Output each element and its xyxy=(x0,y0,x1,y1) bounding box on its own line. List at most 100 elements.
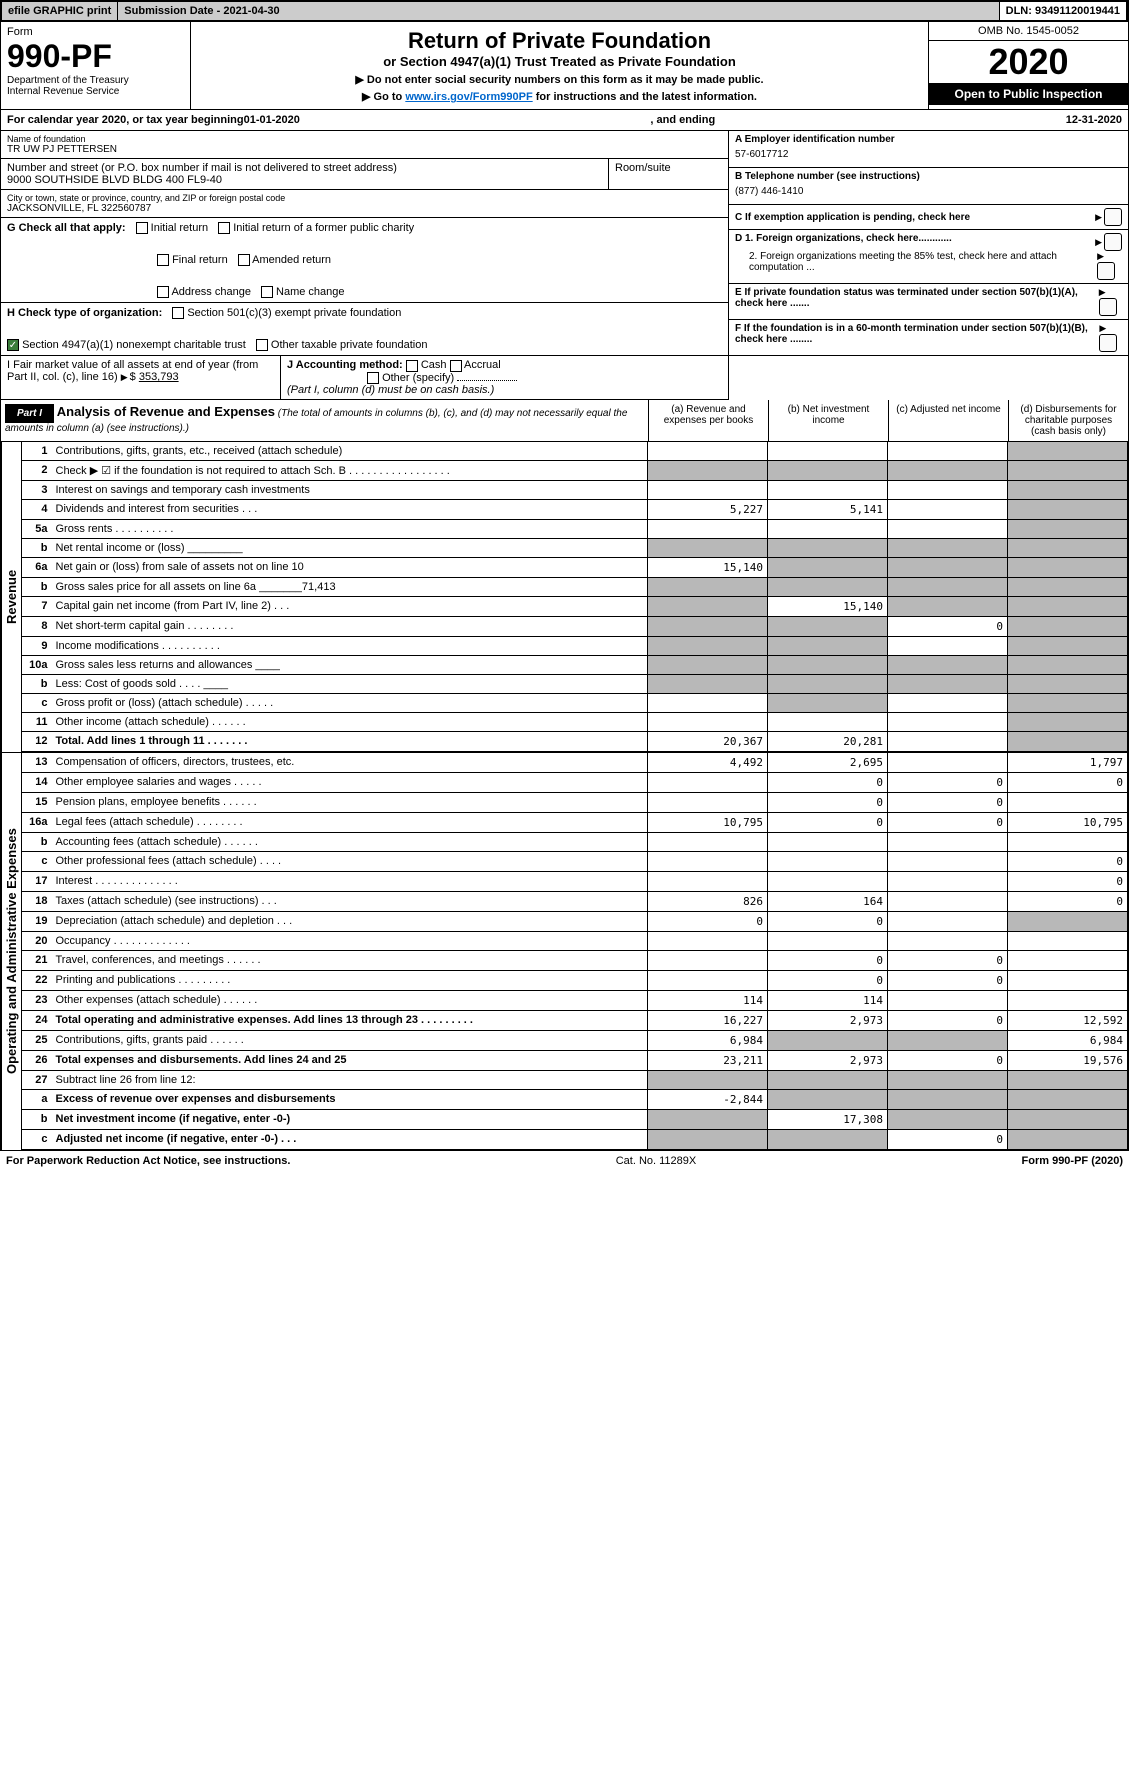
table-row: 10aGross sales less returns and allowanc… xyxy=(22,655,1128,674)
chk-initial-former[interactable] xyxy=(218,222,230,234)
ein: 57-6017712 xyxy=(735,145,1122,164)
part1-label: Part I xyxy=(5,404,54,423)
col-c-val xyxy=(888,636,1008,655)
col-b-val: 0 xyxy=(768,792,888,812)
col-c-val xyxy=(888,1070,1008,1089)
table-row: bNet investment income (if negative, ent… xyxy=(22,1109,1128,1129)
line-number: b xyxy=(22,674,52,693)
line-desc: Capital gain net income (from Part IV, l… xyxy=(52,596,648,616)
col-a-val xyxy=(648,712,768,731)
col-a-val xyxy=(648,1109,768,1129)
chk-4947[interactable] xyxy=(7,339,19,351)
col-b-val: 164 xyxy=(768,891,888,911)
irs-link[interactable]: www.irs.gov/Form990PF xyxy=(405,91,532,103)
col-d-val: 0 xyxy=(1008,871,1128,891)
col-c-val xyxy=(888,519,1008,538)
table-row: 15Pension plans, employee benefits . . .… xyxy=(22,792,1128,812)
chk-amended[interactable] xyxy=(238,254,250,266)
col-c-val xyxy=(888,712,1008,731)
chk-other-acct[interactable] xyxy=(367,372,379,384)
col-c-val xyxy=(888,557,1008,577)
col-d-val xyxy=(1008,655,1128,674)
header-left: Form 990-PF Department of the Treasury I… xyxy=(1,22,191,109)
chk-f[interactable] xyxy=(1099,334,1117,352)
table-row: 7Capital gain net income (from Part IV, … xyxy=(22,596,1128,616)
col-c-val xyxy=(888,1089,1008,1109)
line-number: 9 xyxy=(22,636,52,655)
line-number: 15 xyxy=(22,792,52,812)
col-a-val xyxy=(648,442,768,461)
chk-accrual[interactable] xyxy=(450,360,462,372)
col-c-val xyxy=(888,460,1008,480)
line-desc: Gross sales price for all assets on line… xyxy=(52,577,648,596)
line-number: b xyxy=(22,1109,52,1129)
col-b-val xyxy=(768,538,888,557)
line-number: 21 xyxy=(22,950,52,970)
col-a-val xyxy=(648,636,768,655)
col-c-val xyxy=(888,832,1008,851)
col-d-val xyxy=(1008,616,1128,636)
col-b-val xyxy=(768,460,888,480)
line-desc: Interest on savings and temporary cash i… xyxy=(52,480,648,499)
col-d-val xyxy=(1008,990,1128,1010)
h-row: H Check type of organization: Section 50… xyxy=(1,303,728,356)
table-row: 13Compensation of officers, directors, t… xyxy=(22,753,1128,773)
dept-irs: Internal Revenue Service xyxy=(7,86,184,97)
table-row: 12Total. Add lines 1 through 11 . . . . … xyxy=(22,731,1128,751)
col-b-val xyxy=(768,442,888,461)
table-row: 16aLegal fees (attach schedule) . . . . … xyxy=(22,812,1128,832)
c-cell: C If exemption application is pending, c… xyxy=(729,205,1128,230)
line-number: b xyxy=(22,832,52,851)
line-number: 5a xyxy=(22,519,52,538)
col-a-val xyxy=(648,871,768,891)
col-b-val xyxy=(768,1070,888,1089)
chk-cash[interactable] xyxy=(406,360,418,372)
chk-d1[interactable] xyxy=(1104,233,1122,251)
chk-c[interactable] xyxy=(1104,208,1122,226)
table-row: 17Interest . . . . . . . . . . . . . .0 xyxy=(22,871,1128,891)
chk-name[interactable] xyxy=(261,286,273,298)
chk-d2[interactable] xyxy=(1097,262,1115,280)
col-c-val xyxy=(888,1030,1008,1050)
chk-e[interactable] xyxy=(1099,298,1117,316)
line-desc: Net short-term capital gain . . . . . . … xyxy=(52,616,648,636)
col-d-val: 0 xyxy=(1008,891,1128,911)
table-row: 11Other income (attach schedule) . . . .… xyxy=(22,712,1128,731)
col-a-val: 23,211 xyxy=(648,1050,768,1070)
line-desc: Taxes (attach schedule) (see instruction… xyxy=(52,891,648,911)
chk-other-tax[interactable] xyxy=(256,339,268,351)
col-b-val: 0 xyxy=(768,970,888,990)
col-d-val xyxy=(1008,499,1128,519)
chk-address[interactable] xyxy=(157,286,169,298)
col-b-val: 0 xyxy=(768,950,888,970)
omb-number: OMB No. 1545-0052 xyxy=(929,22,1128,41)
line-number: 6a xyxy=(22,557,52,577)
form-subtitle: or Section 4947(a)(1) Trust Treated as P… xyxy=(197,54,922,69)
col-d-val xyxy=(1008,931,1128,950)
col-a-head: (a) Revenue and expenses per books xyxy=(648,400,768,441)
col-b-val: 15,140 xyxy=(768,596,888,616)
col-d-val xyxy=(1008,596,1128,616)
table-row: 27Subtract line 26 from line 12: xyxy=(22,1070,1128,1089)
chk-initial[interactable] xyxy=(136,222,148,234)
col-c-val xyxy=(888,577,1008,596)
col-c-val xyxy=(888,480,1008,499)
line-number: 14 xyxy=(22,772,52,792)
chk-501c3[interactable] xyxy=(172,307,184,319)
col-c-val: 0 xyxy=(888,1010,1008,1030)
revenue-label: Revenue xyxy=(1,442,21,752)
chk-final[interactable] xyxy=(157,254,169,266)
col-c-val xyxy=(888,911,1008,931)
line-desc: Net gain or (loss) from sale of assets n… xyxy=(52,557,648,577)
line-number: 18 xyxy=(22,891,52,911)
line-desc: Compensation of officers, directors, tru… xyxy=(52,753,648,773)
g-row: G Check all that apply: Initial return I… xyxy=(1,218,728,303)
col-c-val: 0 xyxy=(888,1050,1008,1070)
col-b-val: 2,695 xyxy=(768,753,888,773)
col-b-val xyxy=(768,616,888,636)
col-a-val: 16,227 xyxy=(648,1010,768,1030)
col-d-val xyxy=(1008,950,1128,970)
col-d-val xyxy=(1008,674,1128,693)
h-label: H Check type of organization: xyxy=(7,307,162,319)
line-number: 20 xyxy=(22,931,52,950)
